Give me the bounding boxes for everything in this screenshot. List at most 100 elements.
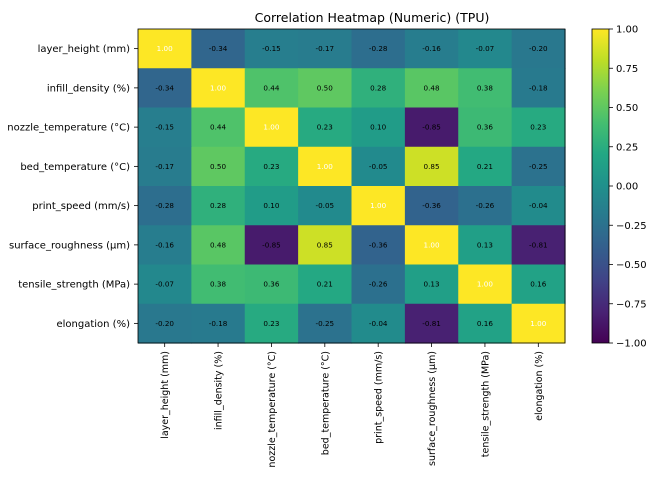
cell-value-label: -0.17 <box>316 44 335 53</box>
cell-value-label: -0.81 <box>422 319 441 328</box>
cell-value-label: -0.34 <box>155 83 174 92</box>
colorbar-tick-label: 1.00 <box>616 25 638 36</box>
heatmap-cell <box>404 303 459 344</box>
heatmap-cell <box>244 146 299 187</box>
heatmap-cell <box>138 303 192 344</box>
heatmap-cell <box>138 29 192 69</box>
heatmap-cell <box>191 264 246 305</box>
heatmap-cell <box>458 264 513 305</box>
heatmap-cell <box>298 107 353 148</box>
column-label: infill_density (%) <box>214 351 225 430</box>
column-label: tensile_strength (MPa) <box>480 351 491 457</box>
cell-value-label: 0.13 <box>424 280 440 289</box>
cell-value-label: -0.04 <box>369 319 388 328</box>
cell-value-label: -0.15 <box>262 44 281 53</box>
heatmap-cell <box>404 68 459 109</box>
colorbar-tick-label: −0.75 <box>616 299 647 310</box>
cell-value-label: -0.25 <box>529 162 548 171</box>
heatmap-cell <box>244 107 299 148</box>
cell-value-label: 1.00 <box>317 162 333 171</box>
heatmap-cell <box>458 29 513 69</box>
heatmap-cell <box>404 225 459 266</box>
cell-value-label: -0.26 <box>369 280 388 289</box>
cell-value-label: 0.28 <box>210 201 226 210</box>
cell-value-label: 0.48 <box>210 240 226 249</box>
colorbar-tick-label: 0.25 <box>616 142 638 153</box>
heatmap-cell <box>191 107 246 148</box>
heatmap-cell <box>298 29 353 69</box>
heatmap-cell <box>351 146 406 187</box>
heatmap-cell <box>191 68 246 109</box>
heatmap-cell <box>191 225 246 266</box>
cell-value-label: 0.16 <box>477 319 493 328</box>
cell-value-label: -0.16 <box>422 44 441 53</box>
heatmap-cell <box>244 186 299 226</box>
row-label: nozzle_temperature (°C) <box>7 123 130 134</box>
heatmap-cell <box>404 264 459 305</box>
column-label: print_speed (mm/s) <box>374 351 385 444</box>
row-label: layer_height (mm) <box>38 44 131 55</box>
cell-value-label: -0.85 <box>262 240 281 249</box>
cell-value-label: -0.05 <box>316 201 335 210</box>
heatmap-cell <box>351 225 406 266</box>
heatmap-cell <box>458 146 513 187</box>
cell-value-label: 0.23 <box>530 123 546 132</box>
cell-value-label: 0.36 <box>263 280 279 289</box>
heatmap-cell <box>191 303 246 344</box>
heatmap-cell <box>138 68 192 109</box>
cell-value-label: -0.36 <box>422 201 441 210</box>
chart-title: Correlation Heatmap (Numeric) (TPU) <box>255 10 490 25</box>
cell-value-label: -0.07 <box>155 280 174 289</box>
row-label: surface_roughness (µm) <box>9 240 130 251</box>
row-label: tensile_strength (MPa) <box>18 280 130 291</box>
cell-value-label: 1.00 <box>477 280 493 289</box>
cell-value-label: 0.48 <box>424 83 440 92</box>
heatmap-cell <box>351 186 406 226</box>
column-label: elongation (%) <box>534 351 545 421</box>
heatmap-cell <box>138 107 192 148</box>
heatmap-cell <box>138 186 192 226</box>
cell-value-label: 0.21 <box>317 280 333 289</box>
heatmap-cell <box>404 146 459 187</box>
heatmap-cell <box>298 303 353 344</box>
cell-value-label: 0.44 <box>210 123 226 132</box>
heatmap-cell <box>351 107 406 148</box>
colorbar-tick-label: −1.00 <box>616 339 647 350</box>
cell-value-label: 0.44 <box>263 83 279 92</box>
cell-value-label: 0.23 <box>263 162 279 171</box>
cell-value-label: -0.05 <box>369 162 388 171</box>
heatmap-cell <box>351 303 406 344</box>
heatmap-cell <box>138 264 192 305</box>
heatmap-cell <box>404 186 459 226</box>
cell-value-label: 0.85 <box>424 162 440 171</box>
heatmap-cell <box>298 186 353 226</box>
cell-value-label: 0.21 <box>477 162 493 171</box>
cell-value-label: 0.10 <box>370 123 386 132</box>
cell-value-label: 0.38 <box>477 83 493 92</box>
heatmap-cell <box>458 303 513 344</box>
heatmap-cells: 1.00 -0.34 -0.15 -0.17 -0.28 -0.16 -0.07 -0.20 -… <box>137 28 566 344</box>
colorbar-tick-label: 0.50 <box>616 103 638 114</box>
cell-value-label: -0.25 <box>316 319 335 328</box>
cell-value-label: -0.20 <box>529 44 548 53</box>
row-label: bed_temperature (°C) <box>20 162 130 173</box>
heatmap-cell <box>191 29 246 69</box>
heatmap-cell <box>458 68 513 109</box>
row-label: print_speed (mm/s) <box>32 201 130 212</box>
heatmap-cell <box>511 225 566 266</box>
cell-value-label: -0.36 <box>369 240 388 249</box>
heatmap-cell <box>511 107 566 148</box>
row-label: infill_density (%) <box>47 83 130 94</box>
heatmap-cell <box>511 68 566 109</box>
cell-value-label: 1.00 <box>263 123 279 132</box>
cell-value-label: 1.00 <box>157 44 173 53</box>
plot-frame <box>137 28 566 344</box>
cell-value-label: -0.20 <box>155 319 174 328</box>
cell-value-label: -0.34 <box>209 44 228 53</box>
heatmap-cell <box>511 29 566 69</box>
column-label: layer_height (mm) <box>160 351 171 439</box>
cell-value-label: 0.23 <box>263 319 279 328</box>
cell-value-label: 0.38 <box>210 280 226 289</box>
heatmap-cell <box>138 225 192 266</box>
